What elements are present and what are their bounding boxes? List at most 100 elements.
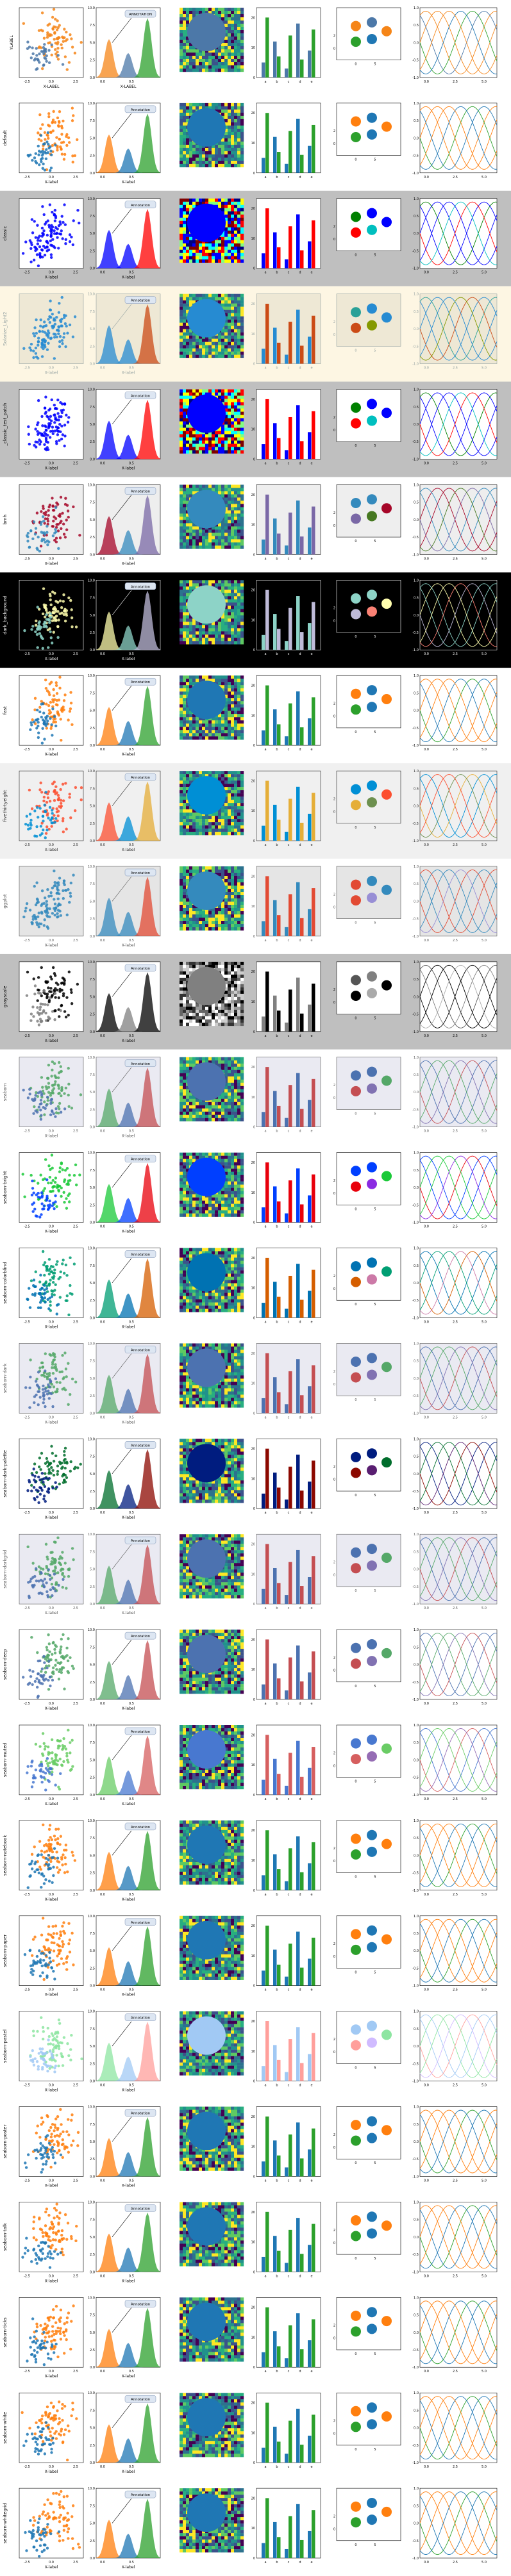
image-cell (199, 243, 203, 247)
sine-line (419, 106, 498, 170)
image-cell (183, 322, 187, 326)
image-cell (228, 536, 231, 540)
image-cell (237, 641, 241, 645)
image-cell (237, 717, 241, 721)
image-cell (224, 596, 228, 600)
image-cell (224, 151, 228, 155)
image-cell (234, 233, 238, 237)
image-cell (186, 777, 190, 781)
image-cell (240, 523, 244, 527)
image-cell (183, 790, 187, 794)
scatter-point (33, 245, 37, 249)
image-cell (228, 625, 231, 629)
bar-category-label: b (276, 176, 278, 179)
image-cell (183, 688, 187, 692)
image-cell (218, 14, 222, 18)
scatter-point (37, 264, 40, 268)
image-cell (228, 224, 231, 227)
image-cell (237, 516, 241, 520)
image-cell (224, 246, 228, 250)
histogram-ytick-label: 5.0 (90, 232, 95, 236)
image-cell (205, 675, 209, 679)
image-cell (215, 583, 219, 587)
image-cell (196, 144, 199, 149)
image-cell (186, 542, 190, 546)
image-cell (240, 128, 244, 133)
image-cell (212, 733, 215, 737)
image-cell (228, 293, 231, 297)
scatter-point (62, 593, 65, 597)
image-cell (183, 40, 187, 44)
image-cell (228, 402, 231, 406)
image-cell (240, 402, 244, 406)
image-cell (237, 306, 241, 310)
image-cell (221, 641, 225, 645)
image-cell (186, 21, 190, 24)
image-cell (240, 440, 244, 444)
image-cell (240, 784, 244, 788)
image-cell (237, 243, 241, 247)
scatter-point (49, 336, 53, 340)
bar (265, 685, 269, 746)
image-cell (208, 733, 212, 737)
image-cell (234, 326, 238, 329)
image-cell (237, 211, 241, 215)
sines-ytick-label: 1.0 (414, 483, 419, 487)
circle-mark (351, 609, 361, 620)
image-cell (183, 638, 187, 641)
image-cell (186, 160, 190, 165)
image-cell (237, 698, 241, 702)
image-cell (202, 484, 206, 488)
image-cell (228, 322, 231, 326)
bar (277, 724, 281, 746)
image-cell (180, 65, 183, 69)
image-cell (240, 154, 244, 158)
image-cell (231, 256, 235, 260)
image-cell (221, 440, 225, 444)
image-cell (240, 434, 244, 438)
image-cell (234, 405, 238, 409)
image-cell (231, 151, 235, 155)
bar (262, 62, 265, 78)
image-cell (189, 727, 193, 731)
image-cell (231, 125, 235, 129)
image-cell (234, 211, 238, 215)
image-cell (215, 342, 219, 345)
image-cell (218, 53, 222, 56)
image-cell (228, 59, 231, 63)
scatter-point (60, 402, 64, 406)
image-cell (224, 484, 228, 488)
scatter-point (44, 428, 48, 432)
scatter-point (54, 600, 58, 603)
image-cell (183, 771, 187, 775)
image-cell (237, 259, 241, 263)
image-cell (189, 437, 193, 441)
image-cell (212, 256, 215, 260)
image-cell (234, 586, 238, 590)
scatter-point (46, 714, 49, 718)
image-cell (183, 427, 187, 431)
image-cell (234, 704, 238, 708)
image-cell (240, 507, 244, 511)
image-cell (228, 306, 231, 310)
image-cell (234, 27, 238, 31)
image-cell (196, 634, 199, 638)
bar-category-label: d (299, 557, 301, 561)
image-cell (180, 497, 183, 501)
image-cell (237, 529, 241, 533)
scatter-point (38, 61, 41, 64)
image-cell (183, 711, 187, 714)
image-cell (186, 488, 190, 491)
bar (273, 709, 277, 746)
image-cell (228, 606, 231, 609)
circle-mark (367, 606, 377, 617)
image-cell (192, 488, 196, 491)
image-cell (183, 49, 187, 53)
image-cell (237, 622, 241, 625)
image-cell (180, 736, 183, 740)
image-cell (180, 542, 183, 546)
scatter-point (60, 804, 63, 808)
bar (296, 596, 300, 650)
sines-xtick-label: 2.5 (453, 80, 458, 84)
image-cell (215, 774, 219, 778)
